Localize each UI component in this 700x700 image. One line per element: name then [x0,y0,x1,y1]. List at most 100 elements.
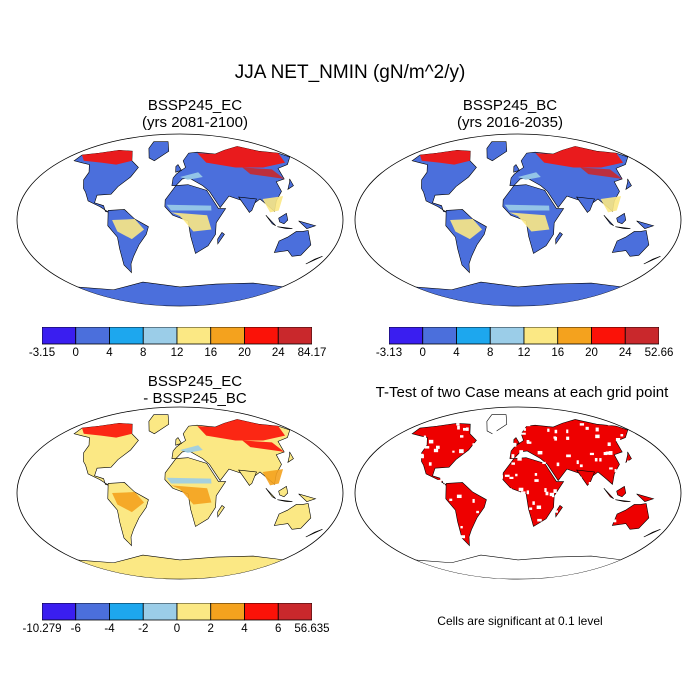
northAmerica-landmass [411,149,477,213]
non-significant-cell [594,457,598,462]
indonesia1-landmass [265,488,276,499]
non-significant-cell [584,521,587,526]
non-significant-cell [399,515,404,518]
non-significant-cell [579,464,583,468]
non-significant-cell [516,534,520,538]
non-significant-cell [604,507,609,512]
non-significant-cell [473,426,477,429]
colorbar-tick-label: 0 [419,347,426,359]
non-significant-cell [513,423,519,427]
non-significant-cell [514,491,518,496]
india-landmass [576,196,595,213]
indonesia2-landmass [277,499,293,502]
northAmerica-landmass [411,422,477,486]
non-significant-cell [566,436,570,440]
colorbar-tick-label: 24 [618,347,632,359]
non-significant-cell [494,436,499,440]
non-significant-cell [417,520,421,524]
non-significant-cell [566,429,569,434]
colorbar-tick-label: 20 [585,347,598,359]
non-significant-cell [615,438,621,442]
japan-landmass [287,451,294,464]
non-significant-cell [556,462,560,467]
indonesia1-landmass [603,215,614,226]
non-significant-cell [570,505,576,509]
colorbar-swatch [277,326,313,345]
colorbar-swatch [142,326,178,345]
non-significant-cell [402,503,406,508]
guinea-landmass [636,220,655,229]
non-significant-cell [435,445,440,449]
land-layer [73,141,323,306]
figure-title: JJA NET_NMIN (gN/m^2/y) [234,62,466,83]
colorbar-1-swatches [41,326,313,345]
non-significant-cell [586,502,589,506]
non-significant-cell [508,436,512,440]
borneo-landmass [278,212,289,225]
map-panel-bc [354,133,682,307]
colorbar-tick-label: 2 [207,623,214,635]
non-significant-cell [620,434,624,437]
non-significant-cell [665,496,670,501]
non-significant-cell [508,488,512,491]
non-significant-cell [589,482,595,486]
colorbar-tick-label: 6 [275,623,282,635]
non-significant-cell [452,450,455,453]
colorbar-2-labels: -3.13 0 4 8 12 16 20 24 52.66 [376,347,674,361]
non-significant-cell [487,506,490,510]
indonesia1-landmass [265,215,276,226]
non-significant-cell [433,448,439,453]
non-significant-cell [579,423,585,426]
non-significant-cell [560,531,564,535]
non-significant-cell [555,523,561,527]
non-significant-cell [521,491,526,495]
non-significant-cell [476,510,479,514]
colorbar-tick-label: 4 [241,623,248,635]
non-significant-cell [493,475,498,478]
colorbar-swatch [176,602,212,621]
colorbar-tick-label: 0 [173,623,181,635]
non-significant-cell [566,521,571,525]
non-significant-cell [513,510,517,514]
non-significant-cell [396,486,401,489]
non-significant-cell [507,522,511,525]
colorbar-swatch [176,326,212,345]
non-significant-cell [380,498,384,503]
colorbar-tick-label: 24 [271,347,285,359]
non-significant-cell [558,496,562,501]
colorbar-swatch [557,326,592,345]
sahel-region [166,204,212,211]
non-significant-cell [618,535,623,538]
colorbar-tick-label: 4 [453,347,460,359]
colorbar-2-swatches [388,326,660,345]
map-panel-ttest [354,406,682,580]
madagascar-landmass [217,504,225,518]
non-significant-cell [547,428,550,432]
seAsia-region [600,196,622,213]
map-outline [16,133,344,307]
madagascar-landmass [555,504,563,518]
midEU-region [180,172,203,180]
colorbar-tick-label: 8 [487,347,494,359]
non-significant-cell [657,501,661,505]
non-significant-cell [625,472,629,476]
north-region [81,150,133,165]
southAmerica-landmass [445,482,487,547]
sahel-region [166,477,212,484]
non-significant-cell [475,456,480,461]
seAsia-region [262,469,284,486]
non-significant-cell [599,524,603,527]
non-significant-cell [403,446,409,449]
nz-landmass [305,256,323,265]
northAmerica-landmass [73,149,139,213]
india-landmass [238,196,257,213]
northEurasia-region [197,146,286,168]
non-significant-cell [564,494,570,498]
non-significant-cell [592,537,596,541]
non-significant-cell [505,452,509,457]
non-significant-cell [436,479,442,482]
non-significant-cell [529,507,533,510]
non-significant-cell [559,493,564,496]
japan-landmass [625,178,632,191]
non-significant-cell [385,510,389,514]
